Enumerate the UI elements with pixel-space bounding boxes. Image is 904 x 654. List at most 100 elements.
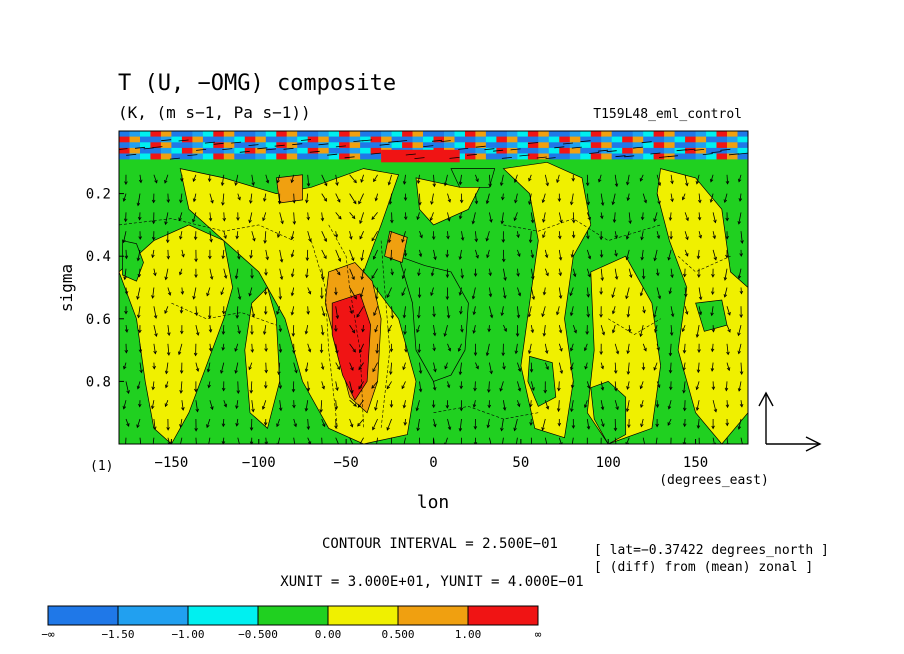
stratosphere-band xyxy=(433,131,445,137)
stratosphere-band xyxy=(244,153,256,160)
wind-vector xyxy=(458,148,469,150)
stratosphere-band xyxy=(391,131,403,137)
wind-vector-head xyxy=(124,329,129,333)
wind-vector xyxy=(656,343,660,351)
wind-vector xyxy=(180,306,183,313)
stratosphere-band xyxy=(181,153,193,160)
chart-title: T (U, −OMG) composite xyxy=(118,71,396,96)
wind-vector xyxy=(698,231,702,239)
wind-vector-head xyxy=(401,385,405,390)
wind-vector xyxy=(349,306,353,314)
x-axis-unit: (degrees_east) xyxy=(659,473,769,488)
wind-vector-head xyxy=(587,385,591,389)
wind-vector-head xyxy=(278,407,283,412)
wind-vector xyxy=(517,249,521,257)
wind-vector xyxy=(335,268,341,276)
wind-vector xyxy=(416,400,420,411)
wind-vector-head xyxy=(124,349,129,354)
wind-vector-head xyxy=(626,350,630,355)
wind-vector-head xyxy=(276,179,280,184)
wind-vector-head xyxy=(570,254,575,258)
wind-vector xyxy=(624,155,635,158)
wind-vector-head xyxy=(640,423,644,428)
wind-vector xyxy=(562,142,574,145)
wind-vector xyxy=(711,306,714,316)
wind-vector xyxy=(361,249,364,261)
wind-vector-head xyxy=(401,239,405,243)
wind-vector xyxy=(404,418,406,426)
wind-vector-head xyxy=(194,388,198,393)
wind-vector-head xyxy=(359,349,363,354)
wind-vector xyxy=(684,249,689,257)
wind-vector-head xyxy=(485,237,489,242)
wind-vector xyxy=(388,140,399,143)
wind-vector xyxy=(726,437,729,444)
wind-vector xyxy=(278,362,281,375)
x-axis-ticks: −150 −100 −50 0 50 100 150 xyxy=(155,439,708,471)
wind-vector xyxy=(349,212,356,219)
wind-vector xyxy=(251,306,255,317)
wind-vector-head xyxy=(670,274,674,279)
wind-vector xyxy=(222,437,225,444)
wind-vector-head xyxy=(640,404,644,408)
stratosphere-band xyxy=(538,131,550,137)
stratosphere-band xyxy=(339,131,351,137)
stratosphere-band xyxy=(297,136,309,143)
wind-vector-head xyxy=(154,333,158,338)
stratosphere-band xyxy=(527,136,539,143)
wind-vector-head xyxy=(334,291,338,296)
wind-vector xyxy=(206,418,211,428)
wind-vector-head xyxy=(208,217,213,222)
wind-vector-head xyxy=(489,370,493,375)
wind-vector-head xyxy=(725,254,729,259)
wind-vector-head xyxy=(136,296,140,300)
wind-vector-head xyxy=(251,182,255,186)
wind-vector-head xyxy=(278,349,283,353)
wind-vector xyxy=(571,146,582,149)
wind-vector xyxy=(235,174,239,186)
stratosphere-band xyxy=(360,153,372,160)
stratosphere-band xyxy=(160,147,172,154)
wind-vector-head xyxy=(138,236,142,240)
stratosphere-band xyxy=(527,142,539,149)
wind-vector xyxy=(712,287,714,295)
colorbar-label: 0.500 xyxy=(381,628,414,641)
wind-vector xyxy=(586,174,589,186)
wind-vector-head xyxy=(657,384,661,389)
wind-vector xyxy=(195,306,198,316)
wind-vector xyxy=(597,149,609,152)
wind-vector-head xyxy=(443,333,447,337)
wind-vector xyxy=(349,324,355,334)
wind-vector xyxy=(126,153,137,156)
wind-vector xyxy=(585,362,588,370)
stratosphere-band xyxy=(590,136,602,143)
wind-vector xyxy=(123,231,127,243)
stratosphere-band xyxy=(716,131,728,137)
anomaly-region xyxy=(244,286,281,429)
stratosphere-band xyxy=(485,142,497,149)
wind-vector xyxy=(206,287,211,296)
wind-vector xyxy=(683,381,686,393)
wind-vector xyxy=(431,139,443,142)
stratosphere-band xyxy=(695,131,707,137)
stratosphere-band xyxy=(276,131,288,137)
wind-vector xyxy=(614,362,617,374)
wind-vector-head xyxy=(530,254,535,259)
wind-vector xyxy=(650,152,661,155)
wind-vector-head xyxy=(416,216,420,221)
wind-vector-head xyxy=(262,217,266,222)
wind-vector xyxy=(124,268,127,280)
wind-vector-head xyxy=(179,424,183,428)
wind-vector-head xyxy=(740,240,744,244)
wind-vector-head xyxy=(192,295,196,300)
stratosphere-band xyxy=(297,131,309,137)
wind-vector xyxy=(653,306,658,318)
wind-vector-head xyxy=(488,183,492,188)
wind-vector xyxy=(236,400,239,409)
wind-vector-head xyxy=(220,370,224,374)
wind-vector-head xyxy=(306,216,310,221)
wind-vector-head xyxy=(237,330,241,335)
stratosphere-band xyxy=(580,131,592,137)
wind-vector xyxy=(362,325,364,332)
stratosphere-band xyxy=(129,136,141,143)
